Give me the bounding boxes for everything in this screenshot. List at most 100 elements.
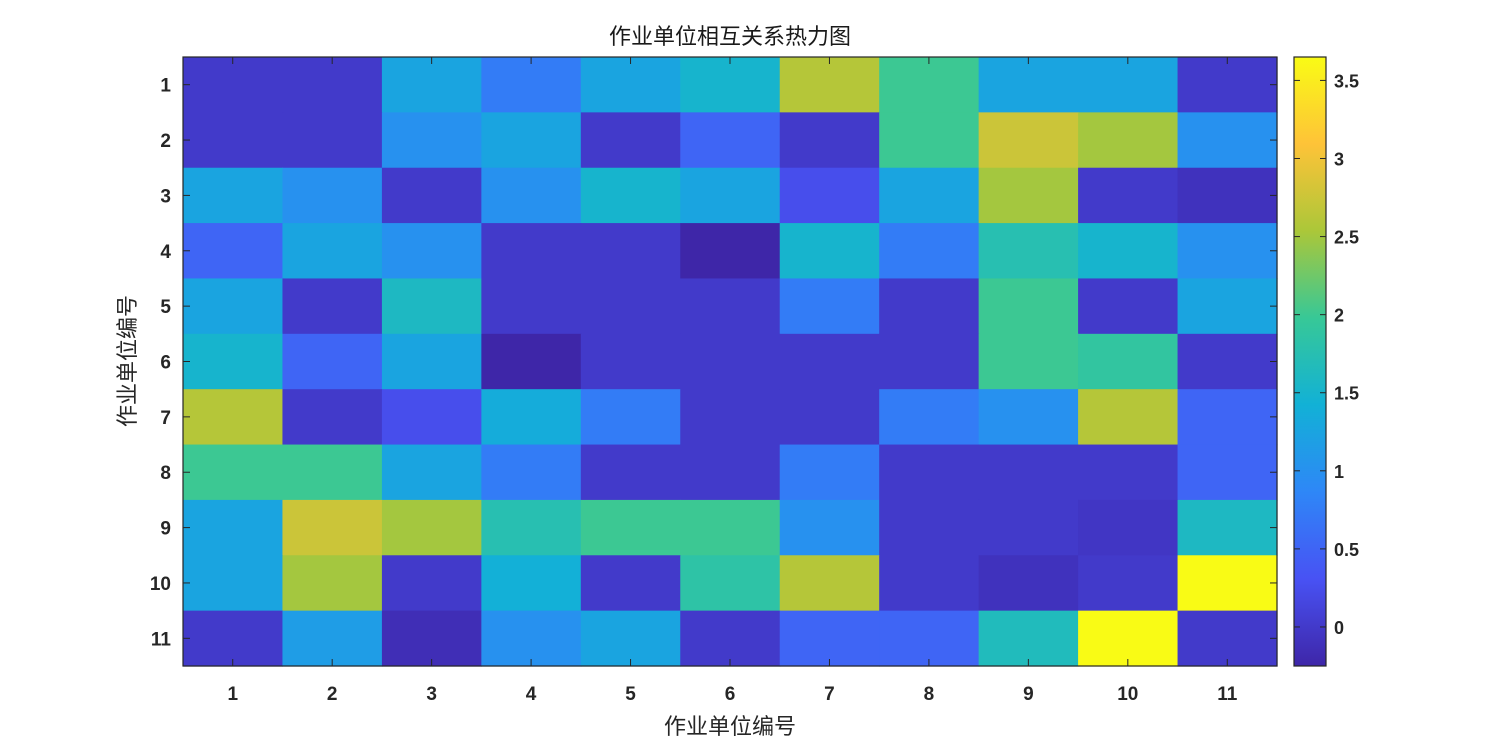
heatmap-cell (481, 389, 582, 446)
heatmap-cell (1177, 112, 1278, 169)
heatmap-cell (680, 112, 781, 169)
heatmap-cell (779, 112, 880, 169)
heatmap-cell (1177, 444, 1278, 501)
heatmap-cell (183, 499, 284, 556)
heatmap-cell (978, 610, 1079, 667)
heatmap-cell (481, 278, 582, 335)
x-tick-label: 7 (824, 684, 835, 705)
x-tick-label: 11 (1217, 684, 1238, 705)
heatmap-cell (183, 167, 284, 224)
x-tick-label: 8 (924, 684, 935, 705)
heatmap-cell (879, 167, 980, 224)
heatmap-cell (1078, 499, 1179, 556)
heatmap-cell (282, 610, 383, 667)
x-tick-label: 2 (327, 684, 338, 705)
heatmap-cell (978, 278, 1079, 335)
x-tick-label: 1 (227, 684, 238, 705)
heatmap-cell (183, 112, 284, 169)
heatmap-cell (978, 555, 1079, 612)
colorbar-tick-label: 0.5 (1334, 540, 1359, 560)
heatmap-cell (381, 555, 482, 612)
heatmap-cell (381, 499, 482, 556)
y-tick-label: 5 (160, 297, 171, 318)
heatmap-cell (1177, 223, 1278, 280)
heatmap-cell (282, 112, 383, 169)
x-tick-label: 5 (625, 684, 636, 705)
heatmap-cell (381, 112, 482, 169)
heatmap-cell (282, 555, 383, 612)
colorbar-tick-label: 1 (1334, 462, 1344, 482)
heatmap-cell (183, 223, 284, 280)
y-tick-label: 11 (151, 629, 172, 650)
heatmap-cell (183, 555, 284, 612)
heatmap-cell (1078, 223, 1179, 280)
x-tick-label: 3 (426, 684, 437, 705)
heatmap-cell (580, 610, 681, 667)
heatmap-cell (381, 389, 482, 446)
colorbar-tick-label: 1.5 (1334, 384, 1359, 404)
colorbar-ticks: 0 0.5 1 1.5 2 2.5 3 3.5 (1294, 71, 1359, 638)
heatmap-cell (1177, 499, 1278, 556)
heatmap-cell (1078, 278, 1179, 335)
heatmap-cell (580, 333, 681, 390)
heatmap-cell (779, 610, 880, 667)
y-axis-title: 作业单位编号 (116, 295, 141, 427)
heatmap-cell (282, 57, 383, 113)
heatmap-cell (381, 57, 482, 113)
heatmap-cell (183, 389, 284, 446)
heatmap-cell (1078, 112, 1179, 169)
heatmap-cell (978, 333, 1079, 390)
heatmap-cell (779, 555, 880, 612)
x-tick-label: 10 (1117, 684, 1138, 705)
x-tick-label: 4 (526, 684, 537, 705)
heatmap-cell (580, 555, 681, 612)
heatmap-cell (779, 278, 880, 335)
heatmap-cell (779, 223, 880, 280)
heatmap-cell (879, 112, 980, 169)
heatmap-cell (282, 167, 383, 224)
heatmap-cell (779, 389, 880, 446)
heatmap-cell (1078, 444, 1179, 501)
heatmap-cell (580, 57, 681, 113)
heatmap-cell (1078, 389, 1179, 446)
heatmap-cell (680, 499, 781, 556)
heatmap-cell (1078, 555, 1179, 612)
heatmap-cell (183, 333, 284, 390)
heatmap-cell (879, 223, 980, 280)
y-tick-label: 9 (160, 519, 171, 540)
y-tick-label: 8 (160, 463, 171, 484)
colorbar-tick-label: 3.5 (1334, 71, 1359, 91)
heatmap-cell (381, 167, 482, 224)
y-tick-label: 6 (160, 353, 171, 374)
colorbar-tick-label: 2.5 (1334, 228, 1359, 248)
heatmap-cell (481, 57, 582, 113)
heatmap-cell (879, 278, 980, 335)
heatmap-cell (680, 57, 781, 113)
heatmap-cell (381, 223, 482, 280)
heatmap-cell (879, 610, 980, 667)
heatmap-cell (978, 167, 1079, 224)
colorbar-tick-label: 2 (1334, 306, 1344, 326)
heatmap-cell (680, 333, 781, 390)
heatmap-cell (481, 333, 582, 390)
chart-title: 作业单位相互关系热力图 (609, 25, 851, 50)
y-tick-label: 3 (160, 186, 171, 207)
heatmap-cell (680, 223, 781, 280)
heatmap-cell (481, 223, 582, 280)
y-tick-label: 7 (160, 408, 171, 429)
heatmap-cell (282, 389, 383, 446)
x-tick-label: 9 (1023, 684, 1034, 705)
heatmap-cell (481, 555, 582, 612)
heatmap-cell (1177, 278, 1278, 335)
heatmap-cell (183, 444, 284, 501)
heatmap-cell (978, 223, 1079, 280)
heatmap-cell (381, 610, 482, 667)
heatmap-cell (680, 444, 781, 501)
heatmap-cell (879, 499, 980, 556)
heatmap-cell (680, 278, 781, 335)
heatmap-cell (680, 167, 781, 224)
heatmap-cell (1177, 57, 1278, 113)
heatmap-cell (183, 57, 284, 113)
heatmap-cell (282, 278, 383, 335)
